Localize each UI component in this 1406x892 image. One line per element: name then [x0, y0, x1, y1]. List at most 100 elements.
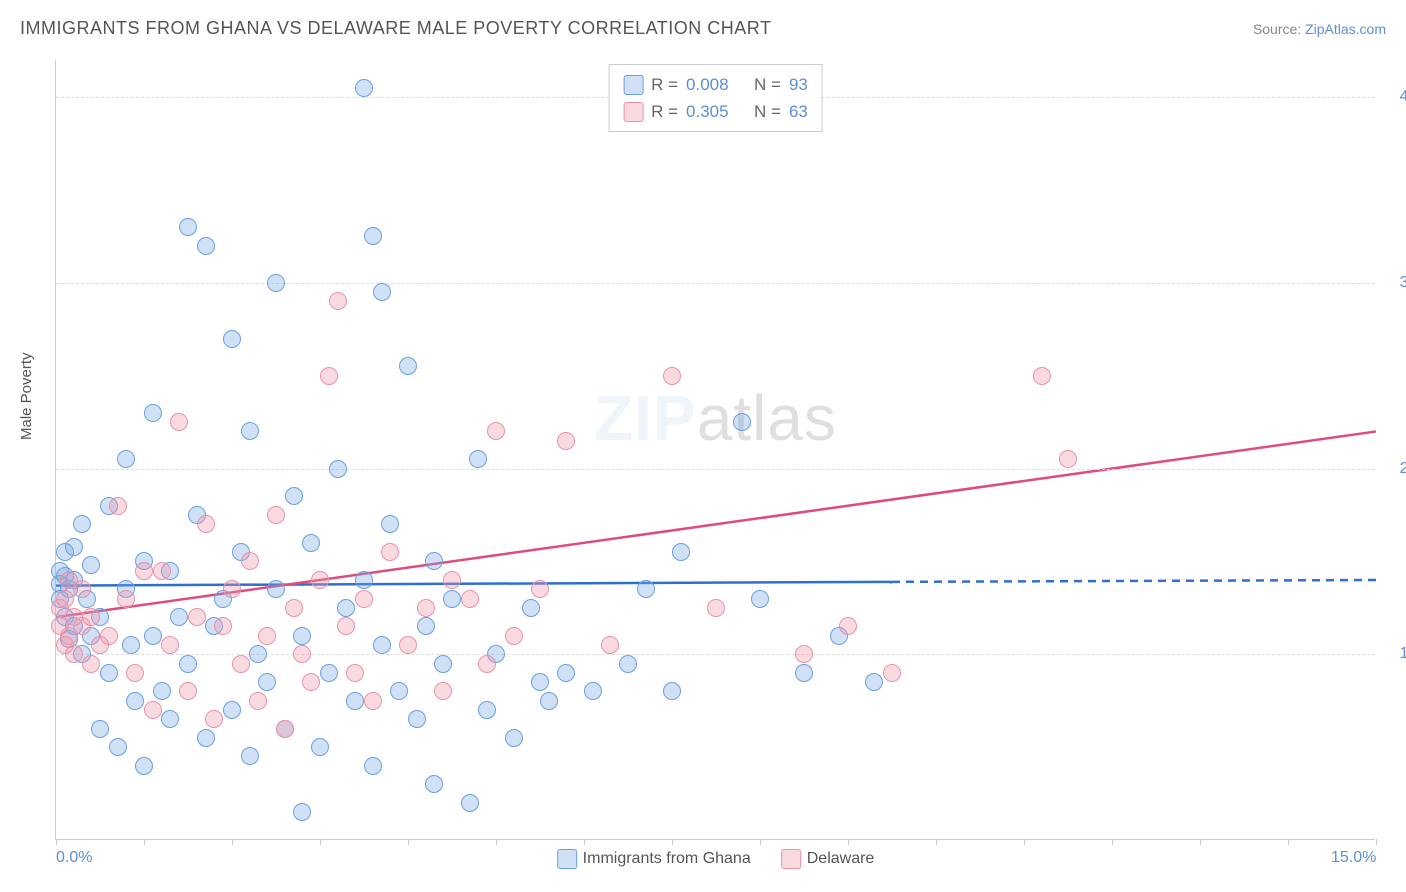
data-point-ghana [153, 682, 171, 700]
data-point-ghana [522, 599, 540, 617]
data-point-delaware [478, 655, 496, 673]
data-point-delaware [65, 645, 83, 663]
data-point-ghana [364, 757, 382, 775]
data-point-ghana [865, 673, 883, 691]
data-point-delaware [795, 645, 813, 663]
x-tick-mark [584, 839, 585, 845]
x-tick-mark [56, 839, 57, 845]
data-point-delaware [223, 580, 241, 598]
x-tick-mark [320, 839, 321, 845]
data-point-delaware [1033, 367, 1051, 385]
x-tick-label: 15.0% [1331, 849, 1376, 867]
data-point-ghana [329, 460, 347, 478]
x-tick-mark [1288, 839, 1289, 845]
data-point-delaware [1059, 450, 1077, 468]
data-point-delaware [232, 655, 250, 673]
data-point-ghana [355, 571, 373, 589]
data-point-delaware [346, 664, 364, 682]
data-point-delaware [188, 608, 206, 626]
x-tick-label: 0.0% [56, 849, 92, 867]
data-point-delaware [249, 692, 267, 710]
data-point-ghana [373, 636, 391, 654]
data-point-ghana [320, 664, 338, 682]
data-point-ghana [197, 237, 215, 255]
data-point-ghana [408, 710, 426, 728]
y-tick-label: 20.0% [1385, 460, 1406, 478]
data-point-ghana [637, 580, 655, 598]
x-tick-mark [848, 839, 849, 845]
data-point-ghana [241, 747, 259, 765]
data-point-delaware [82, 655, 100, 673]
data-point-delaware [663, 367, 681, 385]
data-point-ghana [91, 720, 109, 738]
source-link[interactable]: ZipAtlas.com [1305, 21, 1386, 37]
legend-series: Immigrants from Ghana Delaware [557, 849, 875, 869]
data-point-delaware [839, 617, 857, 635]
data-point-delaware [126, 664, 144, 682]
data-point-ghana [425, 775, 443, 793]
gridline-h [56, 283, 1375, 284]
data-point-ghana [540, 692, 558, 710]
y-tick-label: 10.0% [1385, 645, 1406, 663]
data-point-delaware [117, 590, 135, 608]
data-point-delaware [161, 636, 179, 654]
data-point-ghana [346, 692, 364, 710]
data-point-ghana [364, 227, 382, 245]
data-point-ghana [65, 538, 83, 556]
chart-title: IMMIGRANTS FROM GHANA VS DELAWARE MALE P… [20, 18, 771, 39]
data-point-delaware [505, 627, 523, 645]
data-point-ghana [82, 556, 100, 574]
watermark: ZIPatlas [594, 381, 837, 455]
data-point-delaware [276, 720, 294, 738]
data-point-ghana [443, 590, 461, 608]
data-point-delaware [144, 701, 162, 719]
data-point-ghana [619, 655, 637, 673]
data-point-delaware [417, 599, 435, 617]
data-point-delaware [531, 580, 549, 598]
data-point-ghana [399, 357, 417, 375]
legend-row-delaware: R = 0.305 N = 63 [623, 98, 808, 125]
data-point-ghana [179, 655, 197, 673]
data-point-ghana [126, 692, 144, 710]
data-point-ghana [355, 79, 373, 97]
data-point-ghana [672, 543, 690, 561]
data-point-ghana [267, 580, 285, 598]
data-point-delaware [285, 599, 303, 617]
legend-correlation: R = 0.008 N = 93 R = 0.305 N = 63 [608, 64, 823, 132]
trend-lines [56, 60, 1376, 840]
data-point-delaware [197, 515, 215, 533]
data-point-ghana [390, 682, 408, 700]
data-point-delaware [557, 432, 575, 450]
data-point-ghana [241, 422, 259, 440]
data-point-delaware [487, 422, 505, 440]
data-point-delaware [381, 543, 399, 561]
data-point-delaware [364, 692, 382, 710]
legend-item-ghana: Immigrants from Ghana [557, 849, 751, 869]
data-point-delaware [293, 645, 311, 663]
data-point-ghana [373, 283, 391, 301]
data-point-delaware [179, 682, 197, 700]
data-point-ghana [144, 404, 162, 422]
data-point-delaware [302, 673, 320, 691]
x-tick-mark [232, 839, 233, 845]
data-point-ghana [223, 330, 241, 348]
y-axis-label: Male Poverty [18, 352, 35, 440]
y-tick-label: 40.0% [1385, 88, 1406, 106]
data-point-ghana [249, 645, 267, 663]
data-point-ghana [469, 450, 487, 468]
legend-swatch-ghana-icon [557, 849, 577, 869]
x-tick-mark [1376, 839, 1377, 845]
data-point-delaware [258, 627, 276, 645]
data-point-ghana [223, 701, 241, 719]
gridline-h [56, 469, 1375, 470]
data-point-delaware [267, 506, 285, 524]
data-point-ghana [434, 655, 452, 673]
plot-area: ZIPatlas R = 0.008 N = 93 R = 0.305 N = … [55, 60, 1375, 840]
x-tick-mark [144, 839, 145, 845]
data-point-ghana [461, 794, 479, 812]
data-point-delaware [329, 292, 347, 310]
data-point-ghana [170, 608, 188, 626]
legend-swatch-ghana [623, 75, 643, 95]
data-point-ghana [285, 487, 303, 505]
data-point-ghana [117, 450, 135, 468]
